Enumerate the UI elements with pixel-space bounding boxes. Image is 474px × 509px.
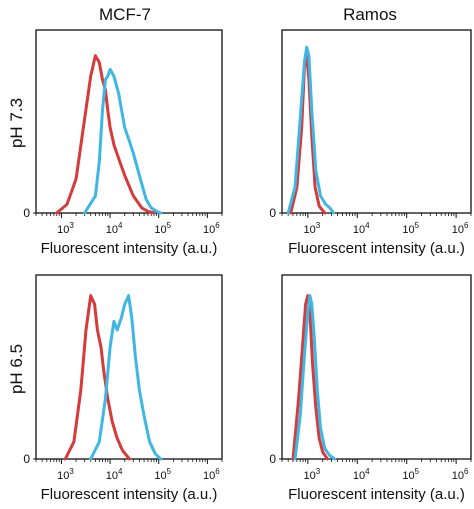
histogram-series-1 (55, 54, 156, 215)
x-tick-label: 104 (106, 221, 123, 236)
panel-mcf7-ph65: 0 103 104 105 106 Fluorescent intensity (a.u.… (23, 274, 223, 503)
histogram-series-1 (291, 294, 329, 461)
x-tick-label: 106 (452, 467, 469, 482)
x-tick-label: 106 (203, 221, 220, 236)
x-tick-label: 105 (154, 467, 171, 482)
x-axis-label: Fluorescent intensity (a.u.) (288, 240, 465, 257)
histogram-series-2 (286, 45, 335, 215)
x-tick-label: 105 (402, 467, 419, 482)
x-axis-label: Fluorescent intensity (a.u.) (288, 486, 465, 503)
plot-frame (35, 29, 223, 214)
row-label-ph73: pH 7.3 (7, 98, 26, 148)
plot-frame (281, 29, 472, 214)
histogram-series-2 (89, 294, 163, 461)
histogram-series-1 (63, 294, 131, 461)
y-tick-label: 0 (269, 206, 276, 220)
y-tick-label: 0 (269, 452, 276, 466)
x-tick-label: 103 (303, 467, 320, 482)
x-axis-label: Fluorescent intensity (a.u.) (41, 240, 218, 257)
column-title-mcf7: MCF-7 (99, 5, 151, 24)
plot-frame (281, 274, 472, 460)
x-tick-label: 104 (353, 467, 370, 482)
panel-ramos-ph73: 0 103 104 105 106 Fluorescent intensity (a.u.… (269, 29, 472, 257)
histogram-series-2 (83, 67, 163, 215)
row-label-ph65: pH 6.5 (7, 344, 26, 394)
x-tick-label: 103 (303, 221, 320, 236)
x-tick-label: 105 (402, 221, 419, 236)
x-tick-label: 105 (154, 221, 171, 236)
x-tick-label: 106 (203, 467, 220, 482)
x-axis-label: Fluorescent intensity (a.u.) (41, 486, 218, 503)
column-title-ramos: Ramos (343, 5, 397, 24)
x-tick-label: 106 (452, 221, 469, 236)
panel-mcf7-ph73: 0 103 104 105 106 Fluorescent intensity (a.u.… (23, 29, 223, 257)
y-tick-label: 0 (23, 206, 30, 220)
histogram-series-2 (293, 294, 337, 461)
x-tick-label: 104 (106, 467, 123, 482)
histogram-series-1 (289, 54, 327, 215)
x-tick-label: 103 (57, 467, 74, 482)
y-tick-label: 0 (23, 452, 30, 466)
x-tick-label: 103 (57, 221, 74, 236)
panel-ramos-ph65: 0 103 104 105 106 Fluorescent intensity (a.u.… (269, 274, 472, 503)
x-tick-label: 104 (353, 221, 370, 236)
